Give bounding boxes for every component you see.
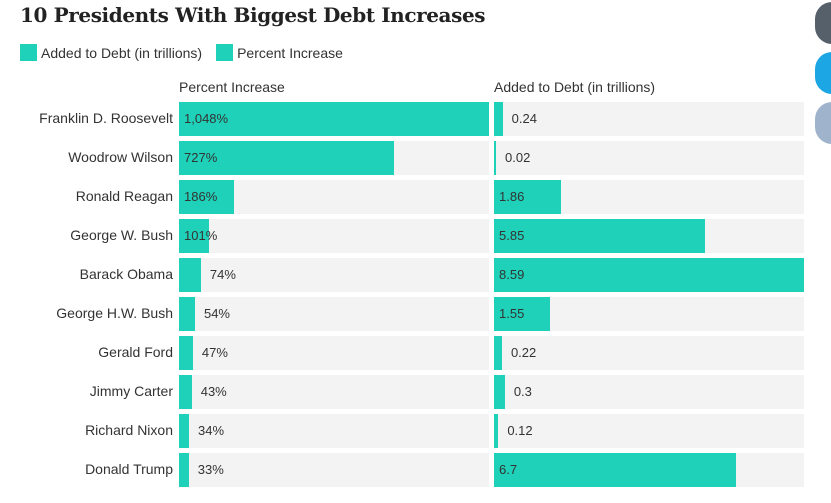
chart-title: 10 Presidents With Biggest Debt Increase…: [20, 3, 486, 27]
data-label-added-to-debt: 1.86: [499, 189, 525, 204]
facebook-icon[interactable]: [815, 52, 831, 94]
legend-item-percent-increase[interactable]: Percent Increase: [216, 44, 343, 61]
bar-added-to-debt-ronald-reagan[interactable]: [494, 180, 562, 214]
data-label-percent-increase: 33%: [197, 462, 224, 477]
bar-track-added-to-debt: 6.7: [494, 453, 804, 487]
bar-track-percent-increase: 54%: [179, 297, 489, 331]
data-label-added-to-debt: 0.02: [505, 150, 531, 165]
bar-added-to-debt-barack-obama[interactable]: [494, 258, 804, 292]
category-label-franklin-d-roosevelt: Franklin D. Roosevelt: [39, 110, 173, 126]
category-label-george-w-bush: George W. Bush: [70, 227, 173, 243]
bar-track-percent-increase: 74%: [179, 258, 489, 292]
bar-track-percent-increase: 1,048%: [179, 102, 489, 136]
bar-track-added-to-debt: 8.59: [494, 258, 804, 292]
bar-track-percent-increase: 33%: [179, 453, 489, 487]
bar-percent-increase-barack-obama[interactable]: [179, 258, 201, 292]
bar-track-added-to-debt: 0.02: [494, 141, 804, 175]
bar-added-to-debt-franklin-d-roosevelt[interactable]: [494, 102, 503, 136]
legend-label-percent-increase: Percent Increase: [237, 44, 343, 61]
data-label-added-to-debt: 1.55: [499, 306, 525, 321]
bar-added-to-debt-donald-trump[interactable]: [494, 453, 736, 487]
legend-swatch-added-to-debt: [20, 44, 37, 61]
bar-added-to-debt-george-w-bush[interactable]: [494, 219, 706, 253]
bar-track-added-to-debt: 1.55: [494, 297, 804, 331]
legend-swatch-percent-increase: [216, 44, 234, 61]
bar-percent-increase-woodrow-wilson[interactable]: [179, 141, 395, 175]
data-label-percent-increase: 101%: [184, 228, 218, 243]
bar-percent-increase-gerald-ford[interactable]: [179, 336, 193, 370]
bar-track-added-to-debt: 5.85: [494, 219, 804, 253]
bar-track-added-to-debt: 0.3: [494, 375, 804, 409]
bar-added-to-debt-jimmy-carter[interactable]: [494, 375, 505, 409]
bar-track-percent-increase: 186%: [179, 180, 489, 214]
category-label-jimmy-carter: Jimmy Carter: [89, 383, 173, 399]
bar-track-percent-increase: 101%: [179, 219, 489, 253]
bar-track-percent-increase: 47%: [179, 336, 489, 370]
category-label-richard-nixon: Richard Nixon: [85, 422, 173, 438]
data-label-added-to-debt: 5.85: [499, 228, 525, 243]
chart-legend: Added to Debt (in trillions) Percent Inc…: [20, 44, 357, 61]
bar-percent-increase-ronald-reagan[interactable]: [179, 180, 235, 214]
data-label-added-to-debt: 0.12: [507, 423, 533, 438]
data-label-added-to-debt: 0.24: [511, 111, 537, 126]
bar-percent-increase-jimmy-carter[interactable]: [179, 375, 192, 409]
data-label-percent-increase: 47%: [201, 345, 228, 360]
data-label-percent-increase: 186%: [184, 189, 218, 204]
category-label-george-h-w-bush: George H.W. Bush: [56, 305, 173, 321]
bar-track-added-to-debt: 0.12: [494, 414, 804, 448]
bar-track-percent-increase: 43%: [179, 375, 489, 409]
data-label-added-to-debt: 8.59: [499, 267, 525, 282]
percent-increase-column-header: Percent Increase: [179, 79, 285, 95]
share-icon[interactable]: [815, 2, 831, 44]
legend-item-added-to-debt[interactable]: Added to Debt (in trillions): [20, 44, 202, 61]
bar-percent-increase-richard-nixon[interactable]: [179, 414, 190, 448]
bar-track-percent-increase: 34%: [179, 414, 489, 448]
data-label-added-to-debt: 0.22: [510, 345, 537, 360]
added-to-debt-column-header: Added to Debt (in trillions): [494, 79, 656, 95]
category-label-donald-trump: Donald Trump: [85, 461, 173, 477]
bar-track-percent-increase: 727%: [179, 141, 489, 175]
bar-added-to-debt-gerald-ford[interactable]: [494, 336, 502, 370]
data-label-percent-increase: 1,048%: [184, 111, 229, 126]
data-label-percent-increase: 54%: [203, 306, 230, 321]
data-label-percent-increase: 43%: [200, 384, 227, 399]
data-label-added-to-debt: 6.7: [499, 462, 518, 477]
data-label-percent-increase: 74%: [209, 267, 236, 282]
twitter-icon[interactable]: [815, 102, 831, 144]
category-label-gerald-ford: Gerald Ford: [98, 344, 173, 360]
bar-track-added-to-debt: 0.24: [494, 102, 804, 136]
bar-percent-increase-donald-trump[interactable]: [179, 453, 189, 487]
bar-added-to-debt-woodrow-wilson[interactable]: [494, 141, 496, 175]
data-label-percent-increase: 34%: [198, 423, 225, 438]
data-label-added-to-debt: 0.3: [513, 384, 532, 399]
data-label-percent-increase: 727%: [184, 150, 218, 165]
bar-added-to-debt-richard-nixon[interactable]: [494, 414, 499, 448]
legend-label-added-to-debt: Added to Debt (in trillions): [41, 44, 203, 61]
bar-track-added-to-debt: 1.86: [494, 180, 804, 214]
category-label-woodrow-wilson: Woodrow Wilson: [68, 149, 173, 165]
category-label-barack-obama: Barack Obama: [79, 266, 173, 282]
bar-percent-increase-george-w-bush[interactable]: [179, 219, 209, 253]
bar-added-to-debt-george-h-w-bush[interactable]: [494, 297, 550, 331]
bar-percent-increase-george-h-w-bush[interactable]: [179, 297, 195, 331]
bar-percent-increase-franklin-d-roosevelt[interactable]: [179, 102, 489, 136]
category-label-ronald-reagan: Ronald Reagan: [75, 188, 173, 204]
bar-track-added-to-debt: 0.22: [494, 336, 804, 370]
